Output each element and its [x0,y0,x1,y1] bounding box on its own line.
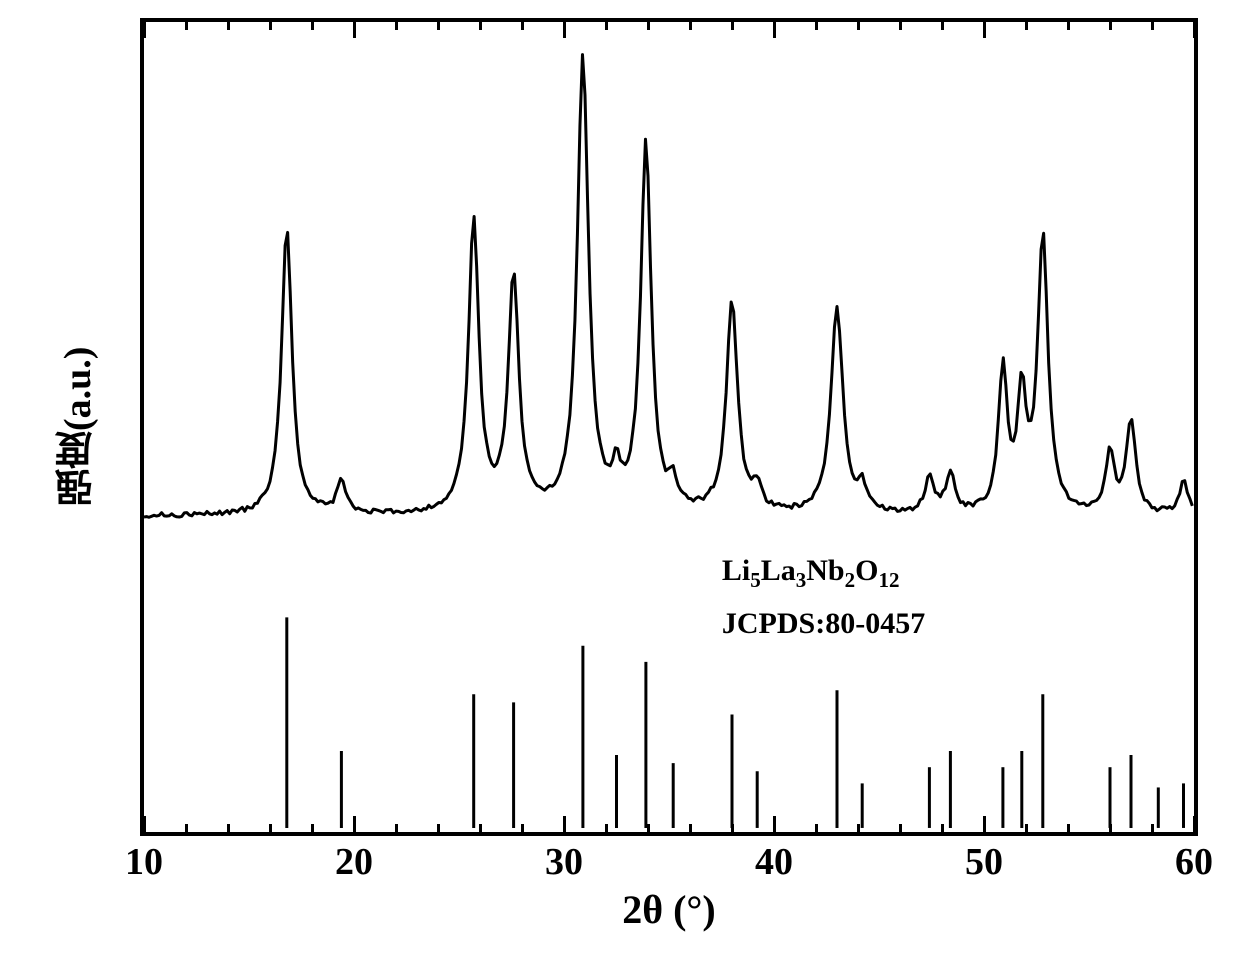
x-tick-minor [647,824,650,832]
x-tick-minor-top [815,22,818,30]
x-tick-minor [521,824,524,832]
x-tick-label: 30 [545,840,583,884]
x-tick-minor [815,824,818,832]
x-tick-minor [269,824,272,832]
x-tick-minor [479,824,482,832]
x-tick-major [773,816,776,832]
x-tick-major [1193,816,1196,832]
x-tick-minor-top [521,22,524,30]
xrd-figure: 强度(a.u.) 2θ (°) Li5La3Nb2O12 JCPDS:80-04… [0,0,1240,972]
x-tick-minor-top [1109,22,1112,30]
x-tick-label: 10 [125,840,163,884]
x-tick-minor-top [311,22,314,30]
x-tick-minor-top [269,22,272,30]
x-tick-minor [731,824,734,832]
x-axis-title: 2θ (°) [469,886,869,933]
x-tick-label: 60 [1175,840,1213,884]
x-tick-minor-top [647,22,650,30]
x-tick-label: 20 [335,840,373,884]
x-tick-major [983,816,986,832]
x-tick-major [353,816,356,832]
x-tick-minor [1067,824,1070,832]
x-tick-minor [605,824,608,832]
x-tick-major-top [143,22,146,38]
x-tick-minor-top [1067,22,1070,30]
x-tick-minor-top [437,22,440,30]
x-tick-minor [395,824,398,832]
x-tick-major [563,816,566,832]
annotation-compound: Li5La3Nb2O12 [722,554,900,593]
x-tick-minor-top [941,22,944,30]
x-tick-minor [941,824,944,832]
x-tick-minor [899,824,902,832]
x-tick-label: 40 [755,840,793,884]
x-tick-minor [1025,824,1028,832]
x-tick-major-top [1193,22,1196,38]
plot-svg [144,22,1194,832]
x-tick-minor-top [731,22,734,30]
x-tick-minor-top [185,22,188,30]
x-tick-minor [1151,824,1154,832]
x-tick-minor-top [605,22,608,30]
x-tick-major [143,816,146,832]
x-tick-major-top [773,22,776,38]
xrd-pattern-line [144,55,1192,518]
x-tick-minor-top [1025,22,1028,30]
x-tick-minor [1109,824,1112,832]
annotation-jcpds: JCPDS:80-0457 [722,607,925,641]
x-tick-minor-top [479,22,482,30]
x-tick-minor-top [227,22,230,30]
x-tick-major-top [563,22,566,38]
x-tick-minor [185,824,188,832]
x-tick-minor [437,824,440,832]
x-tick-minor-top [899,22,902,30]
x-tick-minor [857,824,860,832]
x-tick-major-top [983,22,986,38]
x-tick-minor [689,824,692,832]
x-tick-label: 50 [965,840,1003,884]
x-tick-minor-top [857,22,860,30]
x-tick-major-top [353,22,356,38]
x-tick-minor-top [1151,22,1154,30]
plot-area [140,18,1198,836]
x-tick-minor [227,824,230,832]
y-axis-title: 强度(a.u.) [50,317,105,537]
x-tick-minor-top [689,22,692,30]
x-tick-minor-top [395,22,398,30]
x-tick-minor [311,824,314,832]
